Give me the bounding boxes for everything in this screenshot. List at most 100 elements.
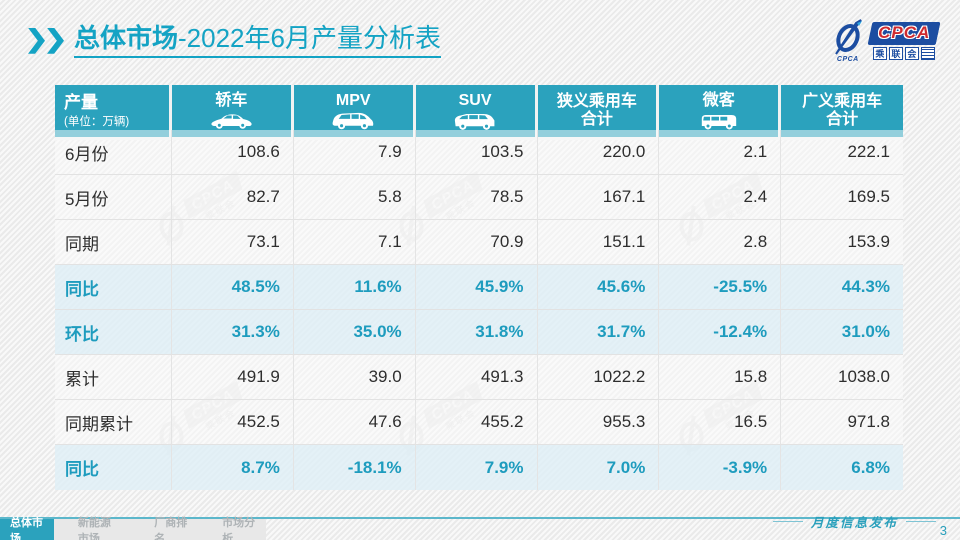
table-cell: 2.4: [659, 175, 782, 220]
tab-oem-ranking[interactable]: 厂商排名: [154, 516, 188, 540]
row-label: 环比: [55, 310, 172, 355]
title-row: 总体市场-2022年6月产量分析表: [28, 24, 441, 58]
table-cell: 44.3%: [781, 265, 903, 310]
header-label: 轿车: [215, 92, 248, 110]
table-cell: 15.8: [659, 355, 782, 400]
table-cell: 7.9%: [415, 445, 538, 490]
publication-text: 月度信息发布: [810, 516, 898, 530]
table-cell: 45.9%: [415, 265, 538, 310]
header-label: SUV: [458, 92, 492, 110]
table-cell: 1038.0: [781, 355, 903, 400]
header-label-line2: 合计: [826, 111, 859, 128]
production-table: 产量 (单位：万辆) 轿车 MPV: [55, 85, 903, 490]
table-cell: 153.9: [781, 220, 903, 265]
tab-overall-market[interactable]: 总体市场: [0, 517, 54, 540]
table-cell: 222.1: [781, 130, 903, 175]
table-cell: -12.4%: [659, 310, 782, 355]
page-title: 总体市场-2022年6月产量分析表: [74, 24, 441, 58]
table-cell: 78.5: [415, 175, 538, 220]
publication-label: 月度信息发布: [772, 512, 936, 531]
table-cell: 108.6: [172, 130, 294, 175]
table-cell: 1022.2: [537, 355, 660, 400]
page-title-rest: -2022年6月产量分析表: [178, 23, 441, 53]
header-label-line2: 合计: [580, 111, 613, 128]
table-cell: 220.0: [537, 130, 660, 175]
footer-tab-strip: 总体市场 新能源市场 厂商排名 市场分析: [0, 516, 266, 540]
table-cell: 16.5: [659, 400, 782, 445]
cpca-badge: CPCA 乘 联 会: [867, 21, 941, 60]
header-unit: (单位：万辆): [64, 116, 130, 129]
table-cell: 39.0: [293, 355, 416, 400]
table-cell: 2.8: [659, 220, 782, 265]
row-label: 同比: [55, 445, 172, 490]
mpv-icon: [330, 110, 376, 130]
page-title-section: 总体市场: [74, 23, 179, 53]
cpca-brand-cn-char: 会: [904, 46, 919, 60]
table-cell: 7.0%: [537, 445, 660, 490]
table-cell: 31.8%: [415, 310, 538, 355]
cpca-brand-cn-char: 乘: [872, 46, 887, 60]
row-label: 同期: [55, 220, 172, 265]
cpca-brand-cn-char: 联: [888, 46, 903, 60]
table-cell: 971.8: [781, 400, 903, 445]
row-label: 5月份: [55, 175, 172, 220]
table-cell: 6.8%: [781, 445, 903, 490]
table-cell: 73.1: [172, 220, 294, 265]
table-cell: 167.1: [537, 175, 660, 220]
table-cell: 31.7%: [537, 310, 660, 355]
table-cell: 7.9: [293, 130, 416, 175]
header-title: 产量: [64, 92, 98, 112]
cpca-swoosh-icon: [834, 19, 862, 55]
table-cell: 11.6%: [293, 265, 416, 310]
cpca-brand-text: CPCA: [877, 22, 931, 42]
header-label: MPV: [335, 91, 371, 109]
table-cell: 491.9: [172, 355, 294, 400]
table-cell: 151.1: [537, 220, 660, 265]
table-cell: 5.8: [293, 175, 416, 220]
footer-divider: [0, 517, 960, 519]
table-cell: 2.1: [659, 130, 782, 175]
table-cell: 35.0%: [293, 310, 416, 355]
dash-left: [772, 521, 803, 522]
double-chevron-icon: [28, 27, 64, 54]
sedan-icon: [209, 111, 253, 130]
cpca-emblem: CPCA: [830, 18, 866, 63]
table-cell: 82.7: [172, 175, 294, 220]
table-cell: -18.1%: [293, 445, 416, 490]
tab-nev-market[interactable]: 新能源市场: [77, 516, 111, 540]
header-label: 狭义乘用车: [556, 93, 637, 111]
microvan-icon: [697, 111, 741, 130]
header-label: 微客: [702, 92, 735, 110]
table-cell: 7.1: [293, 220, 416, 265]
suv-icon: [452, 111, 498, 130]
table-cell: 8.7%: [172, 445, 294, 490]
table-cell: 491.3: [415, 355, 538, 400]
table-cell: 45.6%: [537, 265, 660, 310]
row-label: 同期累计: [55, 400, 172, 445]
cpca-brand-box: CPCA: [867, 21, 941, 45]
table-cell: -25.5%: [659, 265, 782, 310]
table-cell: 103.5: [415, 130, 538, 175]
table-cell: -3.9%: [659, 445, 782, 490]
tab-market-analysis[interactable]: 市场分析: [222, 516, 256, 540]
cpca-logo: CPCA CPCA 乘 联 会: [830, 18, 941, 63]
row-label: 累计: [55, 355, 172, 400]
table-cell: 47.6: [293, 400, 416, 445]
table-cell: 31.3%: [172, 310, 294, 355]
dash-right: [906, 521, 936, 522]
page-number: 3: [939, 523, 947, 538]
table-cell: 455.2: [415, 400, 538, 445]
table-cell: 955.3: [537, 400, 660, 445]
cpca-seal-icon: [920, 46, 935, 60]
chevron-icon: [47, 27, 64, 54]
row-label: 6月份: [55, 130, 172, 175]
table-cell: 169.5: [781, 175, 903, 220]
cpca-brand-cn: 乘 联 会: [870, 46, 938, 60]
table-cell: 48.5%: [172, 265, 294, 310]
cpca-emblem-text: CPCA: [836, 56, 859, 63]
table-cell: 70.9: [415, 220, 538, 265]
chevron-icon: [28, 27, 45, 54]
table-cell: 31.0%: [781, 310, 903, 355]
row-label: 同比: [55, 265, 172, 310]
